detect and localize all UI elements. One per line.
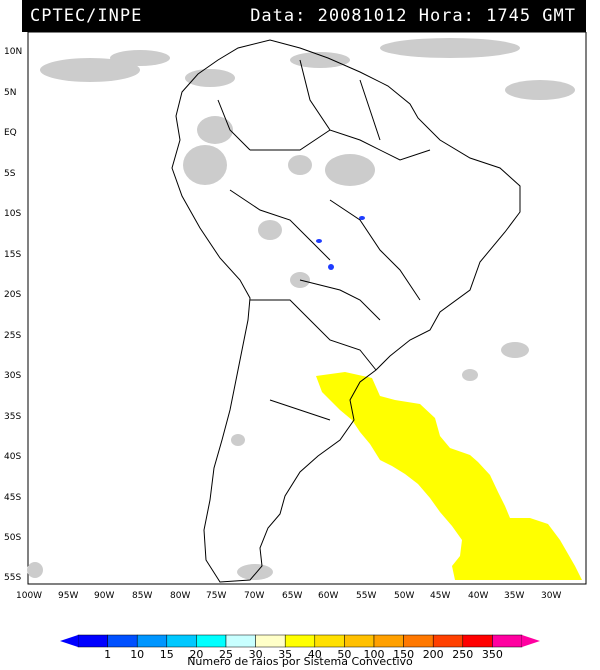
lon-label: 30W xyxy=(541,591,561,601)
legend-tick-label: 30 xyxy=(249,648,263,661)
lon-label: 35W xyxy=(504,591,524,601)
legend-tick-label: 100 xyxy=(364,648,385,661)
legend-tick-label: 10 xyxy=(130,648,144,661)
legend-swatch xyxy=(432,634,464,648)
legend-tick-label: 20 xyxy=(189,648,203,661)
lon-label: 55W xyxy=(356,591,376,601)
legend-tick-label: 25 xyxy=(219,648,233,661)
lightning-map: 10N 5N EQ 5S 10S 15S 20S 25S 30S 35S 40S… xyxy=(4,32,587,601)
legend-swatch xyxy=(403,634,434,648)
lightning-region-blue xyxy=(316,216,365,270)
lon-label: 90W xyxy=(94,591,114,601)
legend-tick-label: 40 xyxy=(308,648,322,661)
legend-tick-label: 35 xyxy=(278,648,292,661)
lat-label: 10N xyxy=(4,47,22,57)
legend-swatch xyxy=(225,634,256,648)
lon-label: 45W xyxy=(430,591,450,601)
lon-label: 60W xyxy=(318,591,338,601)
lat-label: 10S xyxy=(4,209,21,219)
lon-label: 75W xyxy=(206,591,226,601)
lat-label: 20S xyxy=(4,290,21,300)
legend-swatch xyxy=(77,634,108,648)
lat-label: 50S xyxy=(4,533,21,543)
legend-swatch xyxy=(284,634,316,648)
source-label: CPTEC/INPE xyxy=(30,6,143,26)
datetime-label: Data: 20081012 Hora: 1745 GMT xyxy=(250,6,576,26)
legend-tick-label: 150 xyxy=(393,648,414,661)
lat-label: EQ xyxy=(4,128,17,138)
legend-swatch xyxy=(314,634,345,648)
lat-label: 30S xyxy=(4,371,21,381)
latitude-labels: 10N 5N EQ 5S 10S 15S 20S 25S 30S 35S 40S… xyxy=(4,47,22,583)
lat-label: 40S xyxy=(4,452,21,462)
lon-label: 85W xyxy=(132,591,152,601)
lat-label: 45S xyxy=(4,493,21,503)
legend-swatch xyxy=(166,634,197,648)
lon-label: 95W xyxy=(58,591,78,601)
lat-label: 55S xyxy=(4,573,21,583)
legend-title: Numero de raios por Sistema Convectivo xyxy=(187,655,413,668)
cloud-cover xyxy=(27,38,575,580)
legend-swatch xyxy=(136,634,168,648)
legend-arrow-right xyxy=(522,635,540,647)
lon-label: 100W xyxy=(16,591,42,601)
lat-label: 35S xyxy=(4,412,21,422)
legend-swatch xyxy=(344,634,375,648)
legend-arrow-left xyxy=(60,635,78,647)
legend-tick-label: 250 xyxy=(452,648,473,661)
legend-swatch xyxy=(107,634,138,648)
legend-labels: 1 10 15 20 25 30 35 40 50 100 150 200 250 350 xyxy=(104,648,503,661)
legend-tick-label: 15 xyxy=(160,648,174,661)
color-legend: 1 10 15 20 25 30 35 40 50 100 150 200 250 350 xyxy=(60,634,540,661)
lon-label: 70W xyxy=(244,591,264,601)
lat-label: 15S xyxy=(4,250,21,260)
lightning-region-yellow xyxy=(316,372,582,580)
longitude-labels: 100W 95W 90W 85W 80W 75W 70W 65W 60W 55W… xyxy=(16,591,561,601)
coastlines xyxy=(171,39,521,583)
legend-bar xyxy=(60,634,540,648)
legend-swatch xyxy=(462,634,493,648)
legend-swatch xyxy=(492,634,523,648)
lon-label: 80W xyxy=(170,591,190,601)
legend-tick-label: 50 xyxy=(337,648,351,661)
lon-label: 50W xyxy=(394,591,414,601)
legend-tick-label: 1 xyxy=(104,648,111,661)
lon-label: 65W xyxy=(282,591,302,601)
lon-label: 40W xyxy=(468,591,488,601)
legend-swatch xyxy=(196,634,227,648)
legend-swatch xyxy=(373,634,404,648)
lat-label: 5N xyxy=(4,88,16,98)
lat-label: 25S xyxy=(4,331,21,341)
legend-swatch xyxy=(255,634,286,648)
legend-tick-label: 200 xyxy=(423,648,444,661)
lat-label: 5S xyxy=(4,169,16,179)
legend-tick-label: 350 xyxy=(482,648,503,661)
map-header: CPTEC/INPE Data: 20081012 Hora: 1745 GMT xyxy=(22,0,586,32)
